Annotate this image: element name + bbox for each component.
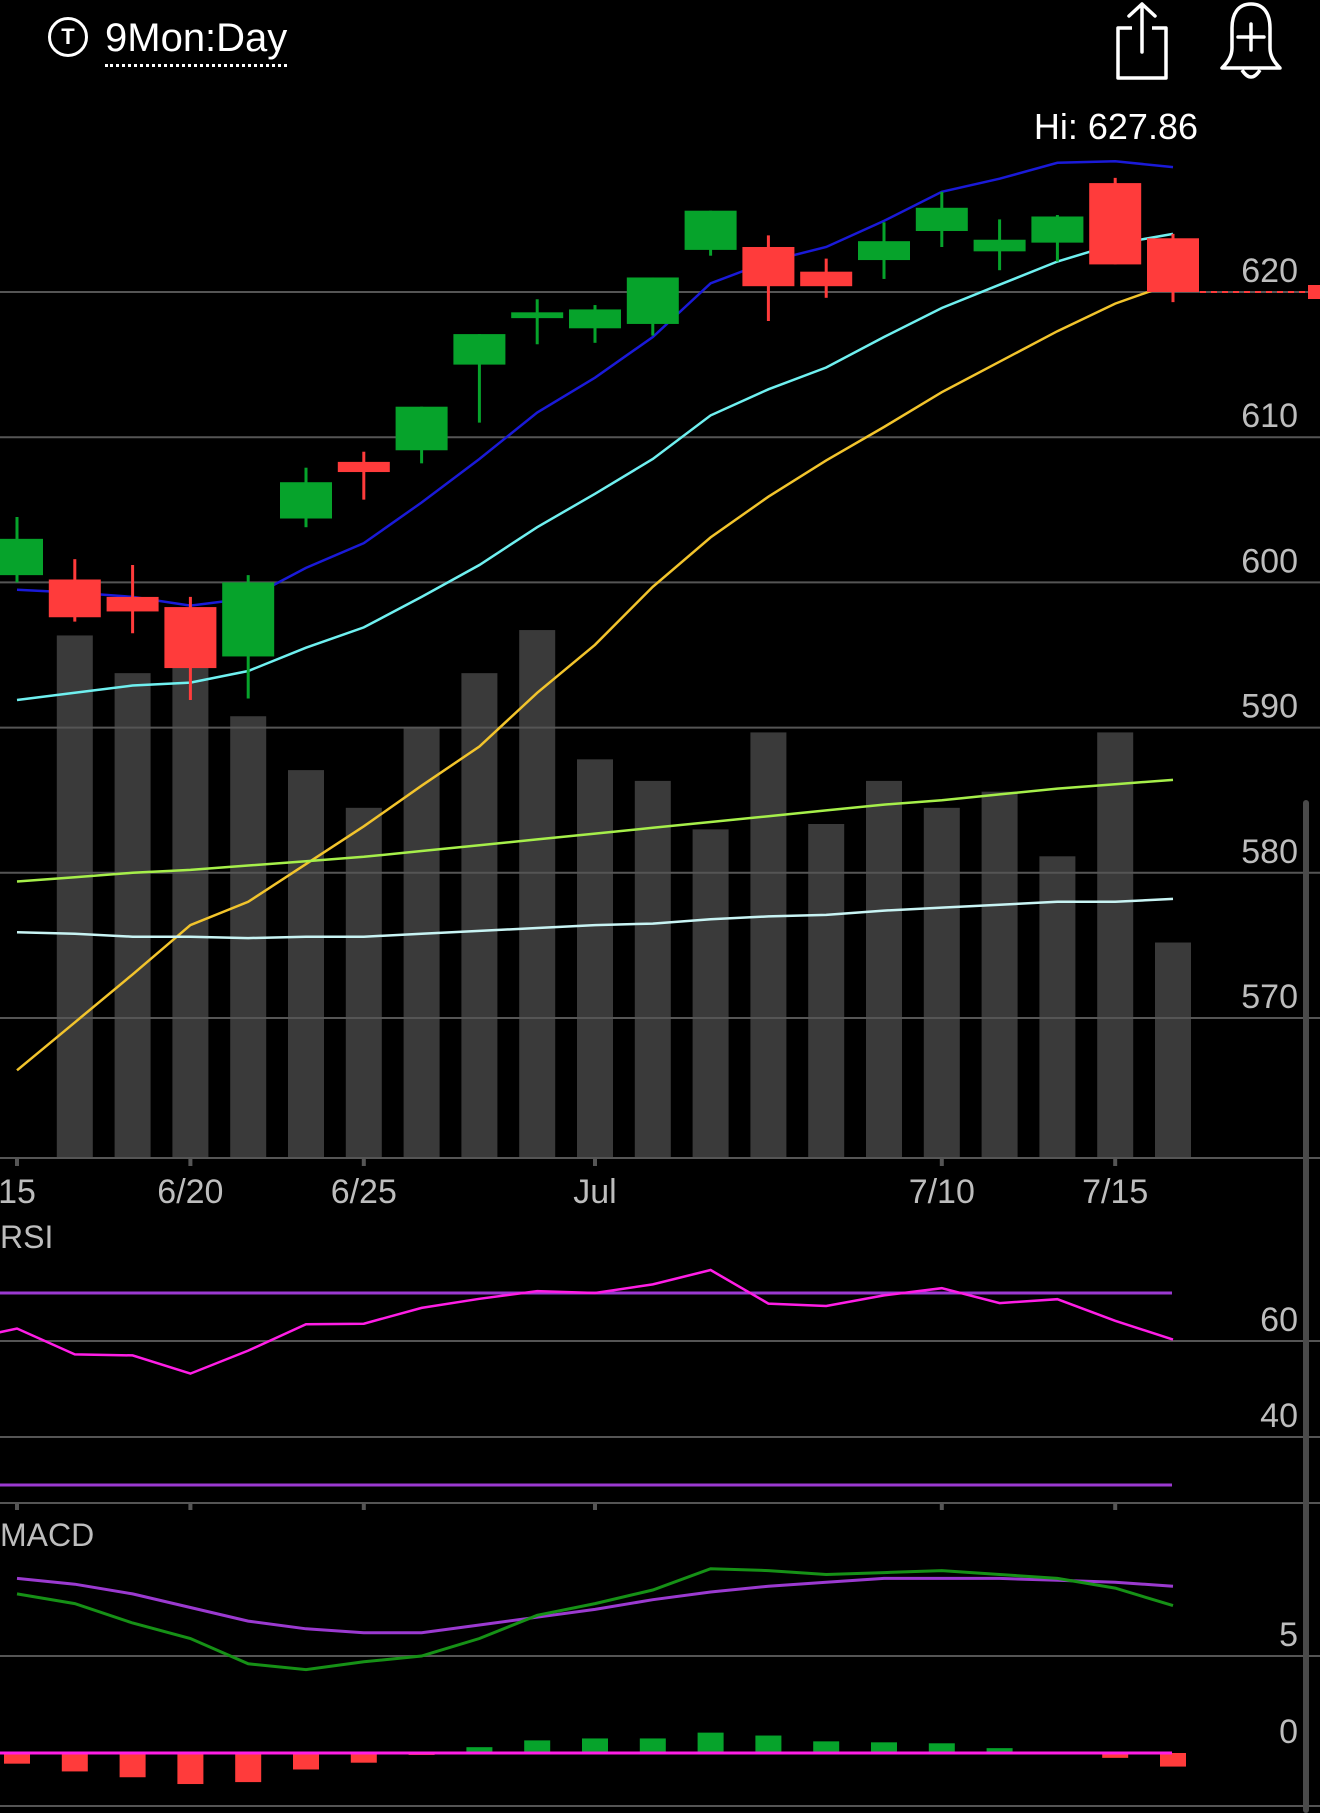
volume-bar <box>1039 856 1076 1158</box>
macd-histogram-bar <box>986 1748 1013 1753</box>
macd-histogram-bar <box>813 1741 840 1753</box>
high-price-label: Hi: 627.86 <box>1034 106 1198 147</box>
candle-body <box>684 210 737 250</box>
macd-histogram-bar <box>119 1753 146 1778</box>
moving-average-line <box>16 282 1174 1072</box>
macd-histogram-bar <box>293 1753 319 1770</box>
x-tick-label: Jul <box>573 1173 616 1211</box>
moving-average-line <box>16 232 1174 702</box>
moving-average-line <box>16 160 1174 607</box>
x-tick-label: 15 <box>0 1173 36 1211</box>
macd-signal-line <box>16 1576 1174 1635</box>
macd-histogram-bar <box>1160 1753 1186 1767</box>
candle-body <box>742 246 795 287</box>
chart-top-bar: T 9Mon:Day <box>0 0 1320 90</box>
volume-bar <box>288 770 324 1158</box>
macd-histogram-bar <box>61 1753 88 1772</box>
macd-histogram-bar <box>871 1742 897 1753</box>
candle-body <box>222 582 275 657</box>
macd-histogram-bar <box>582 1738 608 1753</box>
volume-bar <box>114 673 151 1158</box>
candle-body <box>48 579 101 618</box>
volume-bar <box>692 829 729 1158</box>
candle-body <box>1031 216 1084 243</box>
moving-average-line <box>16 778 1174 883</box>
macd-histogram-bar <box>235 1753 262 1783</box>
candle-body <box>280 482 332 519</box>
price-tick-label: 590 <box>1241 688 1298 726</box>
candle-body <box>626 277 679 324</box>
moving-average-line <box>16 897 1174 940</box>
rsi-tick-label: 60 <box>1260 1301 1298 1339</box>
macd-label: MACD <box>0 1517 94 1553</box>
price-tick-label: 620 <box>1241 252 1298 290</box>
macd-histogram-bar <box>755 1735 782 1753</box>
add-alert-bell-icon[interactable] <box>1218 0 1284 84</box>
macd-histogram-bar <box>350 1753 377 1763</box>
volume-bar <box>866 780 902 1158</box>
macd-histogram-bar <box>697 1732 724 1753</box>
candle-body <box>858 241 910 261</box>
macd-histogram-bar <box>1102 1753 1129 1758</box>
price-tick-label: 570 <box>1241 978 1298 1016</box>
rsi-tick-label: 40 <box>1260 1397 1298 1435</box>
macd-histogram-bar <box>639 1738 666 1753</box>
candle-body <box>164 607 217 669</box>
candle-body <box>395 406 448 451</box>
volume-bar <box>634 780 671 1158</box>
volume-bar <box>345 807 382 1158</box>
share-icon[interactable] <box>1112 0 1172 82</box>
x-tick-label: 6/25 <box>331 1173 397 1211</box>
price-tick-label: 580 <box>1241 833 1298 871</box>
macd-tick-label: 0 <box>1279 1713 1298 1751</box>
volume-bar <box>56 635 93 1158</box>
macd-histogram-bar <box>524 1740 551 1753</box>
price-tick-label: 600 <box>1241 542 1298 580</box>
rsi-label: RSI <box>0 1219 53 1255</box>
rsi-line <box>0 1268 1174 1375</box>
candle-body <box>973 239 1026 252</box>
last-price-marker <box>1308 285 1320 299</box>
volume-bar <box>1155 942 1191 1158</box>
x-tick-label: 7/10 <box>909 1173 975 1211</box>
volume-bar <box>172 619 209 1158</box>
x-tick-label: 7/15 <box>1082 1173 1148 1211</box>
timeframe-selector[interactable]: 9Mon:Day <box>105 14 288 67</box>
candle-body <box>511 312 564 319</box>
x-tick-label: 6/20 <box>157 1173 223 1211</box>
candle-body <box>337 461 390 473</box>
volume-bar <box>808 823 845 1158</box>
volume-bar <box>577 759 613 1158</box>
candle-body <box>0 538 43 576</box>
candle-body <box>1147 238 1199 292</box>
candle-body <box>106 596 159 612</box>
macd-line <box>16 1567 1174 1672</box>
macd-histogram-bar <box>4 1753 30 1764</box>
candle-body <box>915 207 968 232</box>
volume-bar <box>403 727 440 1158</box>
price-tick-label: 610 <box>1241 397 1298 435</box>
candle-body <box>800 271 853 287</box>
macd-histogram-bar <box>928 1743 955 1753</box>
ticker-icon[interactable]: T <box>48 17 88 57</box>
macd-histogram-bar <box>177 1753 204 1785</box>
vertical-scrollbar[interactable] <box>1303 800 1309 1813</box>
volume-bar <box>750 732 787 1158</box>
candle-body <box>453 334 506 365</box>
volume-bar <box>519 630 556 1158</box>
volume-bar <box>1097 732 1134 1158</box>
volume-bar <box>923 807 960 1158</box>
candle-body <box>569 309 621 329</box>
candle-body <box>1089 183 1142 265</box>
macd-histogram-bar <box>466 1747 493 1753</box>
volume-bar <box>981 791 1018 1158</box>
macd-tick-label: 5 <box>1279 1616 1298 1654</box>
